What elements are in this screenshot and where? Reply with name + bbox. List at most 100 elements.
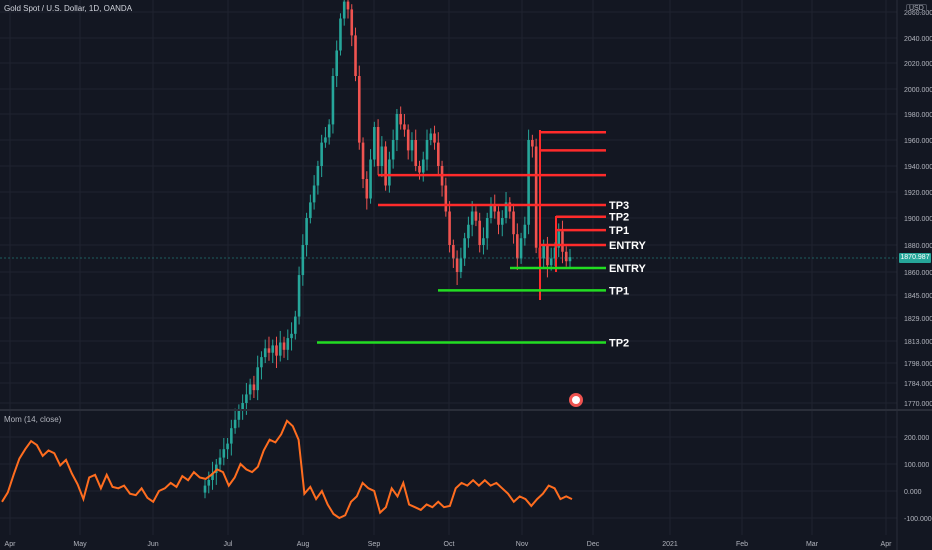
candle-body <box>444 185 448 212</box>
time-axis[interactable]: Apr May Jun Jul Aug Sep Oct Nov Dec 2021 Feb Mar Apr <box>5 541 893 548</box>
candle-body <box>546 245 549 266</box>
indicator-tick-label: -100.000 <box>904 516 932 523</box>
time-tick-label: 2021 <box>662 541 678 548</box>
indicator-tick-label: 0.000 <box>904 489 922 496</box>
momentum-line <box>1 419 573 520</box>
candle-body <box>211 473 214 480</box>
candle-body <box>425 140 429 160</box>
candle-body <box>500 218 504 225</box>
candle-body <box>523 224 527 239</box>
price-tick-label: 1900.000 <box>904 216 932 223</box>
candle-body <box>399 114 402 125</box>
candle-body <box>256 367 259 391</box>
time-tick-label: Nov <box>516 541 529 548</box>
candle-body <box>380 146 384 166</box>
candle-body <box>230 428 233 444</box>
candle-body <box>297 275 301 317</box>
candle-body <box>312 185 316 203</box>
candle-body <box>388 159 391 186</box>
candle-body <box>335 50 339 76</box>
candle-body <box>237 410 241 420</box>
level-label: ENTRY <box>609 240 647 252</box>
price-tick-label: 1770.000 <box>904 401 932 408</box>
time-tick-label: Apr <box>881 541 893 548</box>
candle-body <box>369 159 372 199</box>
level-label: TP3 <box>609 200 629 212</box>
candle-body <box>357 76 361 143</box>
candle-body <box>327 124 331 138</box>
candle-body <box>252 384 256 391</box>
candle-body <box>207 480 211 486</box>
candle-body <box>557 231 561 248</box>
candle-body <box>275 345 278 356</box>
candle-body <box>203 485 207 493</box>
symbol-title: Gold Spot / U.S. Dollar, 1D, OANDA <box>4 4 133 13</box>
watermark-logo <box>567 391 593 409</box>
candle-body <box>455 258 459 272</box>
currency-badge[interactable]: USD <box>906 4 927 13</box>
candle-body <box>214 464 218 473</box>
candle-body <box>553 247 557 259</box>
time-tick-label: Mar <box>806 541 819 548</box>
candle-body <box>354 35 357 76</box>
candle-body <box>452 245 455 259</box>
candle-body <box>504 202 508 218</box>
candle-body <box>489 205 493 218</box>
time-tick-label: Jun <box>147 541 158 548</box>
time-tick-label: Apr <box>5 541 17 548</box>
price-tick-label: 1845.000 <box>904 293 932 300</box>
price-tick-label: 1798.000 <box>904 361 932 368</box>
candle-body <box>531 140 534 147</box>
candle-body <box>391 140 395 160</box>
candle-body <box>222 449 226 458</box>
time-tick-label: May <box>73 541 87 548</box>
time-tick-label: Jul <box>224 541 233 548</box>
candle-body <box>564 251 568 262</box>
candle-body <box>470 211 474 225</box>
candle-body <box>339 18 342 51</box>
time-tick-label: Sep <box>368 541 381 548</box>
price-axis[interactable]: 2060.000 2040.000 2020.000 2000.000 1980.000… <box>904 10 932 408</box>
price-tick-label: 2020.000 <box>904 61 932 68</box>
price-tick-label: 1980.000 <box>904 112 932 119</box>
candle-body <box>527 140 530 225</box>
watermark-icon <box>569 393 583 407</box>
candle-body <box>497 211 500 225</box>
candle-body <box>294 316 297 334</box>
price-tick-label: 1813.000 <box>904 339 932 346</box>
candle-body <box>282 342 286 350</box>
candle-body <box>463 238 466 259</box>
candle-body <box>459 258 463 272</box>
candle-body <box>316 166 320 186</box>
indicator-axis[interactable]: 200.000 100.000 0.000 -100.000 <box>904 435 932 523</box>
candle-body <box>482 238 485 245</box>
candle-body <box>267 348 271 353</box>
candle-body <box>516 234 519 259</box>
candle-body <box>263 348 267 358</box>
candle-body <box>331 76 335 125</box>
current-price-tag: 1870.987 <box>899 253 931 263</box>
candle-body <box>448 211 451 245</box>
candle-body <box>241 403 244 410</box>
candle-body <box>478 220 481 245</box>
level-label: TP2 <box>609 212 629 224</box>
candle-body <box>512 211 515 235</box>
indicator-tick-label: 200.000 <box>904 435 929 442</box>
candle-body <box>384 146 387 186</box>
candle-body <box>301 245 305 276</box>
candle-body <box>549 258 553 266</box>
price-tick-label: 1784.000 <box>904 381 932 388</box>
candle-body <box>290 333 293 339</box>
time-tick-label: Oct <box>444 541 455 548</box>
price-tick-label: 1829.000 <box>904 316 932 323</box>
indicator-tick-label: 100.000 <box>904 462 929 469</box>
price-tick-label: 1960.000 <box>904 138 932 145</box>
candle-body <box>467 224 470 239</box>
time-tick-label: Feb <box>736 541 748 548</box>
price-tick-label: 2000.000 <box>904 87 932 94</box>
candle-body <box>485 218 489 239</box>
candle-body <box>305 218 308 245</box>
